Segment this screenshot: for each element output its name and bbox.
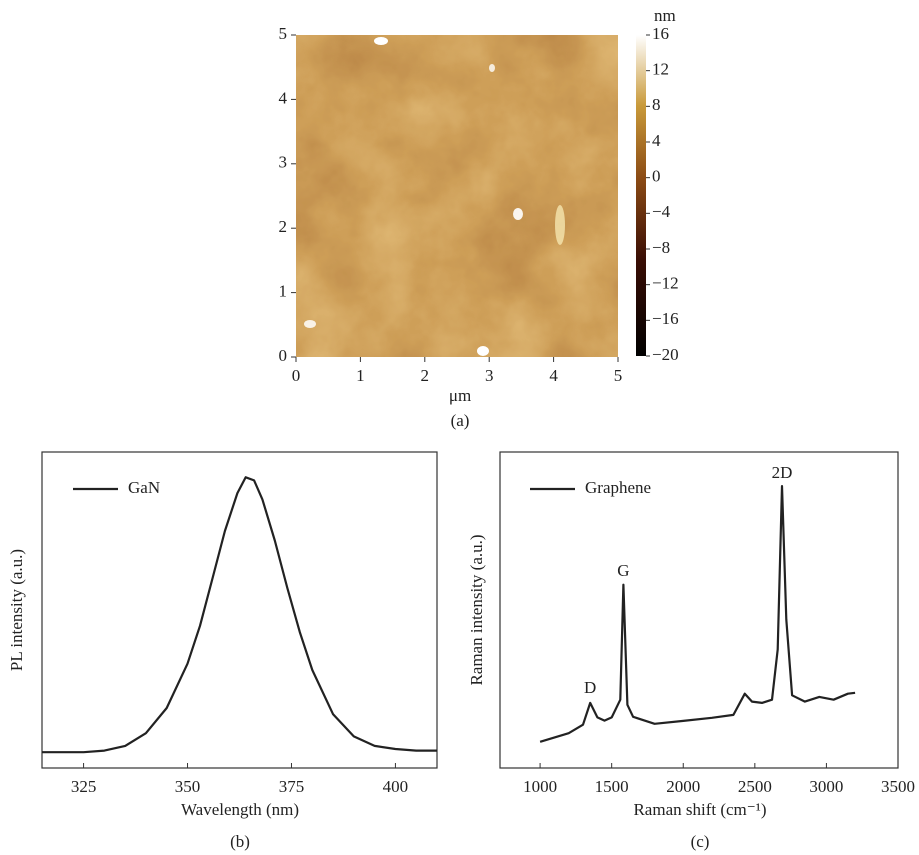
colorbar-tick-label: 4 — [652, 131, 661, 150]
colorbar — [636, 35, 646, 356]
colorbar-tick-label: −20 — [652, 345, 679, 364]
afm-image — [296, 35, 618, 357]
y-tick-label: 4 — [279, 88, 288, 107]
x-tick-label: 2000 — [666, 777, 700, 796]
y-tick-label: 2 — [279, 217, 288, 236]
plot-frame — [41, 451, 438, 769]
colorbar-tick-label: −16 — [652, 309, 679, 328]
y-tick-label: 1 — [279, 282, 288, 301]
colorbar-tick-label: −4 — [652, 202, 671, 221]
data-line — [42, 476, 437, 754]
x-tick-label: 1500 — [595, 777, 629, 796]
caption: (c) — [691, 832, 710, 851]
colorbar-label: nm — [654, 6, 676, 25]
x-axis-label: Wavelength (nm) — [181, 800, 299, 819]
x-tick-label: 1 — [356, 366, 365, 385]
x-tick-label: 375 — [279, 777, 305, 796]
x-tick-label: 400 — [383, 777, 409, 796]
x-tick-label: 1000 — [523, 777, 557, 796]
colorbar-tick-label: 0 — [652, 167, 661, 186]
y-tick-label: 0 — [279, 346, 288, 365]
x-tick-label: 325 — [71, 777, 97, 796]
x-tick-label: 2500 — [738, 777, 772, 796]
y-tick-label: 3 — [279, 153, 288, 172]
x-tick-label: 3000 — [809, 777, 843, 796]
colorbar-tick-label: 8 — [652, 95, 661, 114]
x-tick-label: 3 — [485, 366, 494, 385]
x-tick-label: 0 — [292, 366, 301, 385]
annotation: 2D — [772, 463, 793, 482]
x-tick-label: 5 — [614, 366, 623, 385]
x-tick-label: 350 — [175, 777, 201, 796]
caption: (a) — [451, 411, 470, 430]
colorbar-tick-label: −12 — [652, 274, 679, 293]
colorbar-tick-label: 12 — [652, 60, 669, 79]
x-tick-label: 3500 — [881, 777, 915, 796]
x-tick-label: 4 — [549, 366, 558, 385]
plot-frame — [499, 451, 899, 769]
y-tick-label: 5 — [279, 24, 288, 43]
y-axis-label: Raman intensity (a.u.) — [467, 534, 486, 685]
colorbar-tick-label: −8 — [652, 238, 670, 257]
data-line — [539, 485, 856, 743]
caption: (b) — [230, 832, 250, 851]
x-axis-label: μm — [449, 386, 471, 405]
annotation: G — [617, 561, 629, 580]
legend-label: GaN — [128, 478, 160, 497]
x-tick-label: 2 — [421, 366, 430, 385]
annotation: D — [584, 678, 596, 697]
legend-label: Graphene — [585, 478, 651, 497]
colorbar-tick-label: 16 — [652, 24, 669, 43]
y-axis-label: PL intensity (a.u.) — [7, 549, 26, 671]
x-axis-label: Raman shift (cm⁻¹) — [633, 800, 766, 819]
